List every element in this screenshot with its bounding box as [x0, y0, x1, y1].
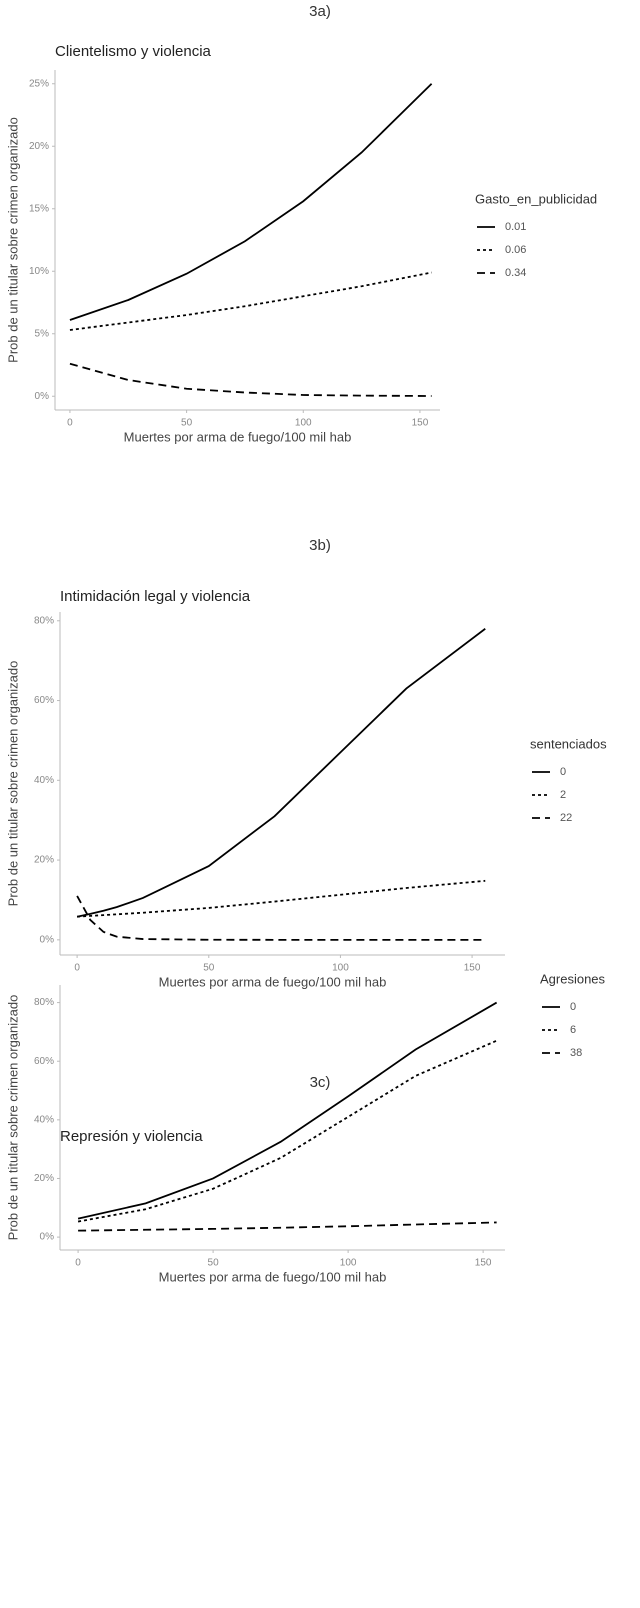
y-tick-label: 60% — [34, 695, 54, 706]
y-tick-label: 40% — [34, 1114, 54, 1125]
x-tick-label: 100 — [295, 418, 312, 429]
line-series — [77, 1001, 498, 1220]
x-tick-label: 150 — [464, 963, 481, 974]
y-tick-label: 10% — [29, 266, 49, 277]
line-series — [69, 83, 433, 321]
heading: 3b) — [309, 537, 331, 554]
x-tick-label: 0 — [75, 1258, 81, 1269]
y-tick-label: 80% — [34, 997, 54, 1008]
heading: 3c) — [310, 1074, 331, 1091]
y-tick-label: 0% — [35, 391, 50, 402]
x-tick-label: 100 — [332, 963, 349, 974]
x-axis-label: Muertes por arma de fuego/100 mil hab — [159, 974, 387, 989]
y-tick-label: 15% — [29, 203, 49, 214]
y-tick-label: 20% — [29, 141, 49, 152]
x-tick-label: 50 — [181, 418, 193, 429]
line-series — [77, 879, 486, 918]
y-tick-label: 0% — [40, 934, 55, 945]
y-tick-label: 0% — [40, 1232, 55, 1243]
x-tick-label: 50 — [208, 1258, 220, 1269]
y-axis-label: Prob de un titular sobre crimen organiza… — [5, 117, 20, 363]
legend-label: 0.06 — [505, 244, 526, 256]
x-tick-label: 100 — [340, 1258, 357, 1269]
legend-title: Agresiones — [540, 971, 606, 986]
y-tick-label: 5% — [35, 328, 50, 339]
y-tick-label: 80% — [34, 615, 54, 626]
x-tick-label: 150 — [475, 1258, 492, 1269]
chart-title: Intimidación legal y violencia — [60, 588, 251, 605]
legend-label: 0.34 — [505, 267, 526, 279]
y-tick-label: 20% — [34, 1173, 54, 1184]
legend-label: 6 — [570, 1024, 576, 1036]
y-axis-label: Prob de un titular sobre crimen organiza… — [5, 995, 20, 1241]
line-series — [76, 895, 486, 941]
line-series — [77, 1039, 497, 1223]
y-tick-label: 20% — [34, 855, 54, 866]
x-axis-label: Muertes por arma de fuego/100 mil hab — [124, 429, 352, 444]
y-tick-label: 40% — [34, 775, 54, 786]
x-tick-label: 50 — [203, 963, 215, 974]
line-series — [69, 362, 432, 397]
line-series — [78, 1221, 497, 1232]
legend-title: Gasto_en_publicidad — [475, 191, 597, 206]
y-axis-label: Prob de un titular sobre crimen organiza… — [5, 661, 20, 907]
legend-label: 0 — [570, 1001, 576, 1013]
legend-label: 22 — [560, 812, 572, 824]
y-tick-label: 60% — [34, 1056, 54, 1067]
x-tick-label: 0 — [67, 418, 73, 429]
legend-label: 0 — [560, 766, 566, 778]
legend-title: sentenciados — [530, 736, 607, 751]
line-series — [69, 271, 432, 331]
heading: 3a) — [309, 3, 331, 20]
legend-label: 0.01 — [505, 221, 526, 233]
legend-label: 38 — [570, 1047, 582, 1059]
x-axis-label: Muertes por arma de fuego/100 mil hab — [159, 1269, 387, 1284]
x-tick-label: 150 — [412, 418, 429, 429]
chart-title: Clientelismo y violencia — [55, 43, 212, 60]
y-tick-label: 25% — [29, 78, 49, 89]
line-series — [76, 628, 486, 918]
chart-title: Represión y violencia — [60, 1128, 203, 1145]
x-tick-label: 0 — [74, 963, 80, 974]
legend-label: 2 — [560, 789, 566, 801]
